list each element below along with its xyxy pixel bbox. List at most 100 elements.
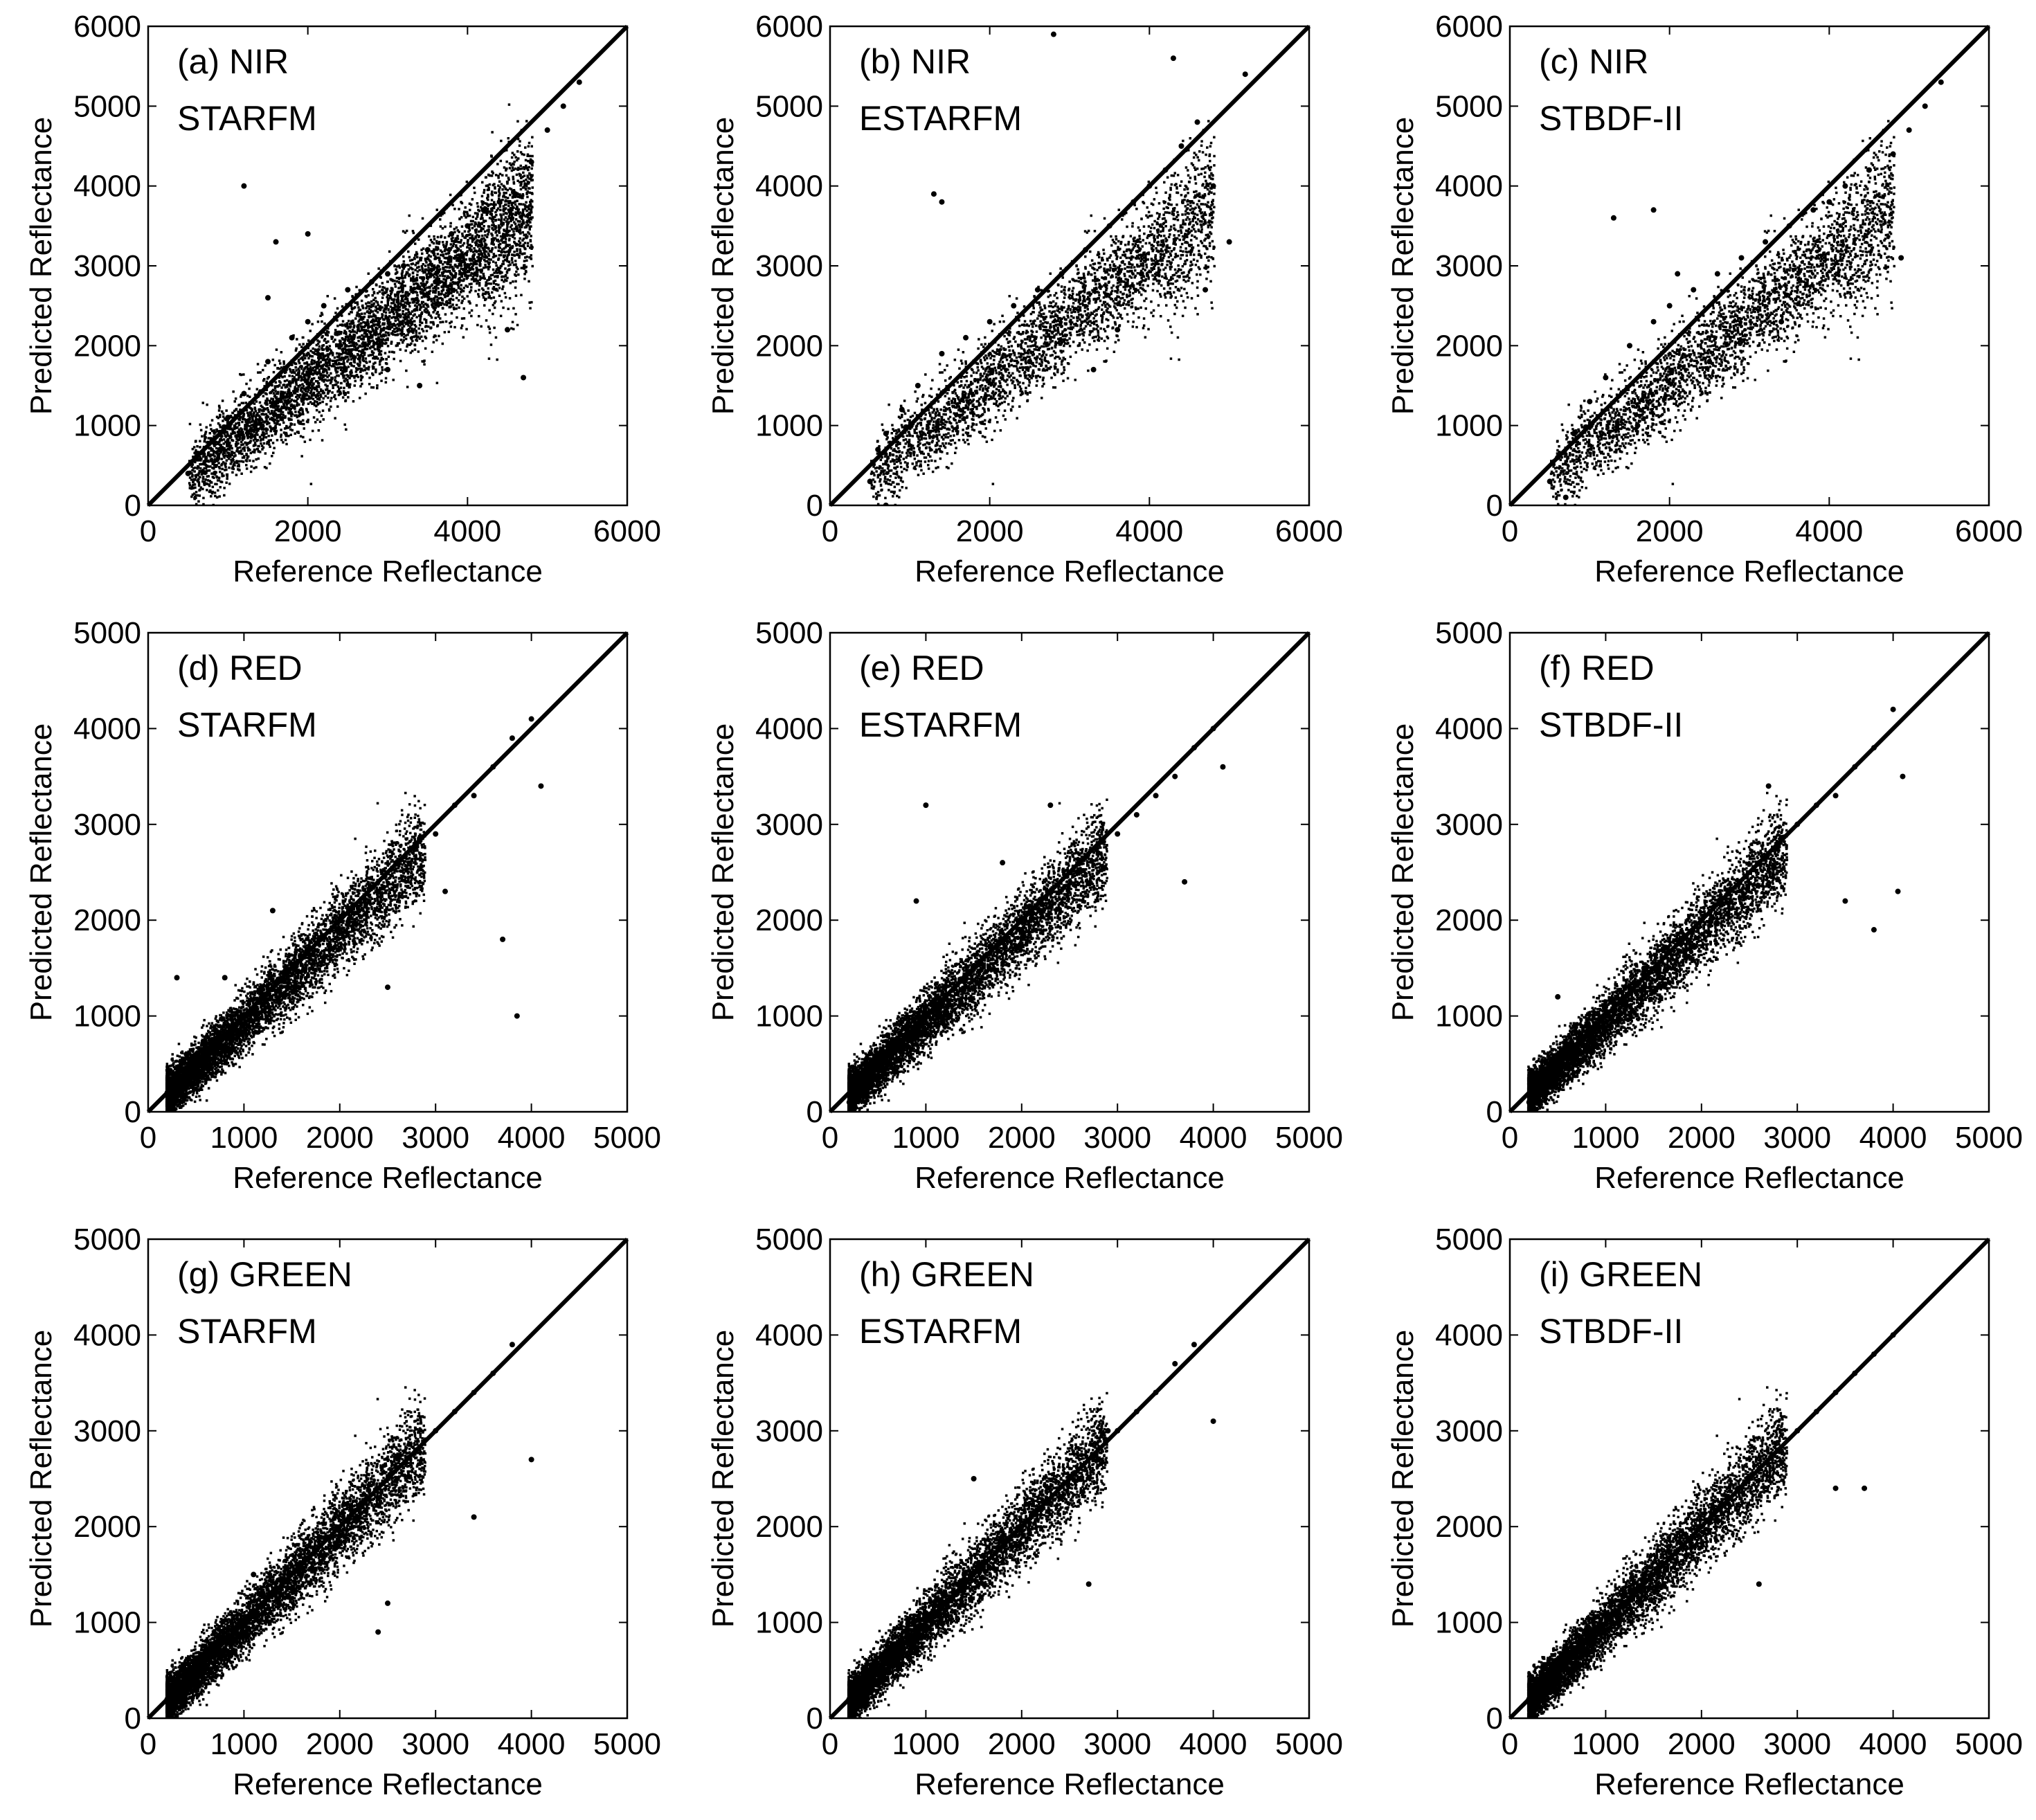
scatter-point (1220, 764, 1225, 770)
scatter-point (174, 1677, 180, 1683)
scatter-point (1091, 367, 1097, 372)
y-tick-label: 5000 (1435, 1223, 1503, 1256)
scatter-panel: 0 1000 2000 3000 4000 50000100020003000400050… (24, 616, 661, 1195)
scatter-point (385, 1601, 390, 1606)
scatter-point (1842, 183, 1848, 189)
scatter-point (521, 375, 526, 380)
scatter-point (1895, 889, 1901, 894)
scatter-point (1907, 127, 1912, 133)
scatter-point (222, 975, 228, 980)
scatter-point (186, 471, 191, 476)
scatter-point (904, 1629, 910, 1634)
scatter-point (923, 802, 928, 808)
x-tick-label: 5000 (1275, 1121, 1343, 1155)
scatter-point (1115, 831, 1120, 837)
x-tick-label: 2000 (1668, 1727, 1736, 1761)
scatter-point (321, 303, 327, 309)
identity-line (830, 1239, 1309, 1718)
scatter-point (1035, 287, 1040, 293)
scatter-point-cloud (165, 1386, 426, 1720)
scatter-point-cloud (1527, 792, 1788, 1115)
y-tick-label: 1000 (755, 1000, 823, 1034)
scatter-point (1766, 783, 1772, 789)
scatter-point (1243, 71, 1248, 77)
x-axis-label: Reference Reflectance (1594, 1767, 1904, 1801)
x-tick-label: 5000 (593, 1727, 661, 1761)
scatter-point (939, 199, 944, 205)
y-tick-label: 5000 (73, 1223, 141, 1256)
x-tick-label: 6000 (1275, 514, 1343, 548)
scatter-point (923, 1610, 928, 1616)
scatter-point (337, 1533, 343, 1539)
y-tick-label: 1000 (755, 409, 823, 443)
panel-label: (d) RED (177, 649, 303, 687)
scatter-panel: 0 1000 2000 3000 4000 50000100020003000400050… (706, 1223, 1343, 1801)
scatter-point (1667, 303, 1673, 309)
x-tick-label: 4000 (1859, 1727, 1927, 1761)
scatter-point (1191, 1342, 1197, 1347)
scatter-point (265, 295, 271, 300)
scatter-point (1547, 478, 1553, 484)
x-tick-label: 1000 (210, 1727, 278, 1761)
scatter-point (1105, 1428, 1110, 1434)
scatter-point (395, 1476, 400, 1481)
scatter-point (401, 263, 406, 269)
scatter-point (1810, 207, 1816, 213)
y-axis-label: Predicted Reflectance (1386, 117, 1420, 415)
x-tick-label: 5000 (1275, 1727, 1343, 1761)
scatter-point-cloud (1527, 1386, 1788, 1720)
scatter-point (538, 783, 543, 789)
scatter-point (545, 127, 550, 133)
method-label: STBDF-II (1539, 99, 1683, 138)
scatter-point (914, 899, 919, 904)
y-tick-label: 2000 (755, 329, 823, 363)
scatter-point (942, 1022, 948, 1028)
x-tick-label: 1000 (1571, 1727, 1639, 1761)
method-label: STBDF-II (1539, 705, 1683, 744)
y-tick-label: 0 (807, 1702, 823, 1736)
y-tick-label: 6000 (73, 10, 141, 44)
scatter-point (931, 191, 937, 197)
scatter-point (1675, 271, 1680, 277)
scatter-point (174, 1071, 180, 1076)
x-tick-label: 2000 (306, 1727, 374, 1761)
scatter-point (1603, 375, 1608, 380)
x-tick-label: 2000 (988, 1121, 1056, 1155)
method-label: ESTARFM (859, 1312, 1022, 1351)
scatter-point (305, 231, 311, 237)
identity-line (148, 633, 627, 1112)
y-axis-label: Predicted Reflectance (24, 117, 58, 415)
scatter-point (1635, 423, 1641, 429)
scatter-point (1153, 793, 1159, 798)
x-tick-label: 4000 (498, 1727, 566, 1761)
scatter-point (356, 908, 361, 913)
x-tick-label: 5000 (1955, 1121, 2023, 1155)
scatter-point (510, 735, 515, 741)
y-tick-label: 2000 (73, 1510, 141, 1544)
x-tick-label: 1000 (1571, 1121, 1639, 1155)
scatter-point (875, 447, 881, 452)
x-tick-label: 2000 (956, 514, 1024, 548)
identity-line (1510, 26, 1989, 505)
scatter-point-cloud (847, 1392, 1108, 1721)
panel-label: (c) NIR (1539, 42, 1648, 81)
y-axis-label: Predicted Reflectance (706, 117, 740, 415)
identity-line (1510, 633, 1989, 1112)
scatter-point (337, 927, 343, 932)
scatter-point (442, 889, 448, 894)
scatter-point (449, 231, 454, 237)
y-tick-label: 0 (125, 489, 141, 523)
scatter-point (289, 335, 295, 341)
scatter-point (865, 1061, 871, 1067)
x-tick-label: 0 (140, 1727, 156, 1761)
scatter-point (883, 431, 889, 436)
scatter-point (174, 975, 180, 980)
scatter-point (183, 1052, 189, 1057)
scatter-point (203, 1648, 208, 1654)
scatter-point (417, 383, 422, 388)
scatter-point (433, 279, 438, 285)
scatter-point (510, 1342, 515, 1347)
y-tick-label: 4000 (1435, 1318, 1503, 1352)
method-label: ESTARFM (859, 99, 1022, 138)
y-tick-label: 0 (125, 1095, 141, 1129)
